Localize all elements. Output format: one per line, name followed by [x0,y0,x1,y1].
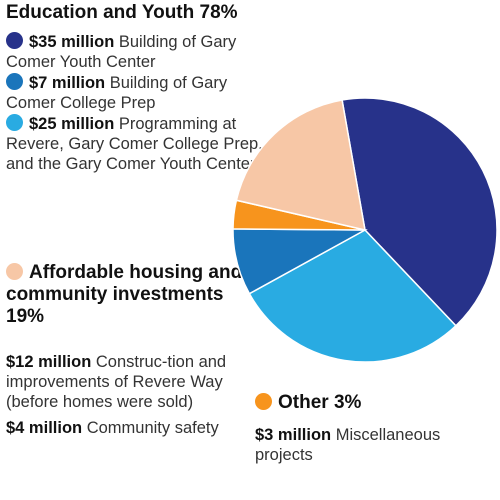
description: Building of Gary Comer Youth Center [6,33,237,71]
peach-dot-icon [6,263,23,280]
education-legend: $35 million Building of Gary Comer Youth… [6,32,271,175]
legend-item-revere-way: $12 million Construc-tion and improvemen… [6,352,246,412]
legend-item-youth-center: $35 million Building of Gary Comer Youth… [6,32,271,72]
housing-legend: $12 million Construc-tion and improvemen… [6,352,246,444]
legend-item-misc: $3 million Miscellaneous projects [255,425,495,465]
navy-dot-icon [6,32,23,49]
orange-dot-icon [255,393,272,410]
pie-slice [341,97,498,327]
housing-title: Affordable housing and community investm… [6,262,246,328]
other-title-text: Other 3% [278,392,362,413]
light-blue-dot-icon [6,114,23,131]
pie-chart [232,97,498,363]
amount: $35 million [29,33,115,51]
amount: $12 million [6,353,92,371]
amount: $25 million [29,115,115,133]
description: Miscellaneous projects [255,426,441,464]
legend-item-college-prep: $7 million Building of Gary Comer Colleg… [6,73,271,113]
description: Programming at Revere, Gary Comer Colleg… [6,115,263,173]
amount: $4 million [6,419,83,437]
amount: $3 million [255,426,332,444]
description: Community safety [86,419,219,437]
description: Construc-tion and improvements of Revere… [6,353,227,411]
legend-item-community-safety: $4 million Community safety [6,418,246,438]
legend-item-programming: $25 million Programming at Revere, Gary … [6,114,271,174]
other-title: Other 3% [255,392,495,414]
education-title: Education and Youth 78% [6,2,238,23]
amount: $7 million [29,74,106,92]
description: Building of Gary Comer College Prep [6,74,228,112]
other-legend: $3 million Miscellaneous projects [255,425,495,466]
pie-slice [235,99,366,231]
housing-title-text: Affordable housing and community investm… [6,262,243,327]
blue-dot-icon [6,73,23,90]
pie-slice [248,229,457,363]
